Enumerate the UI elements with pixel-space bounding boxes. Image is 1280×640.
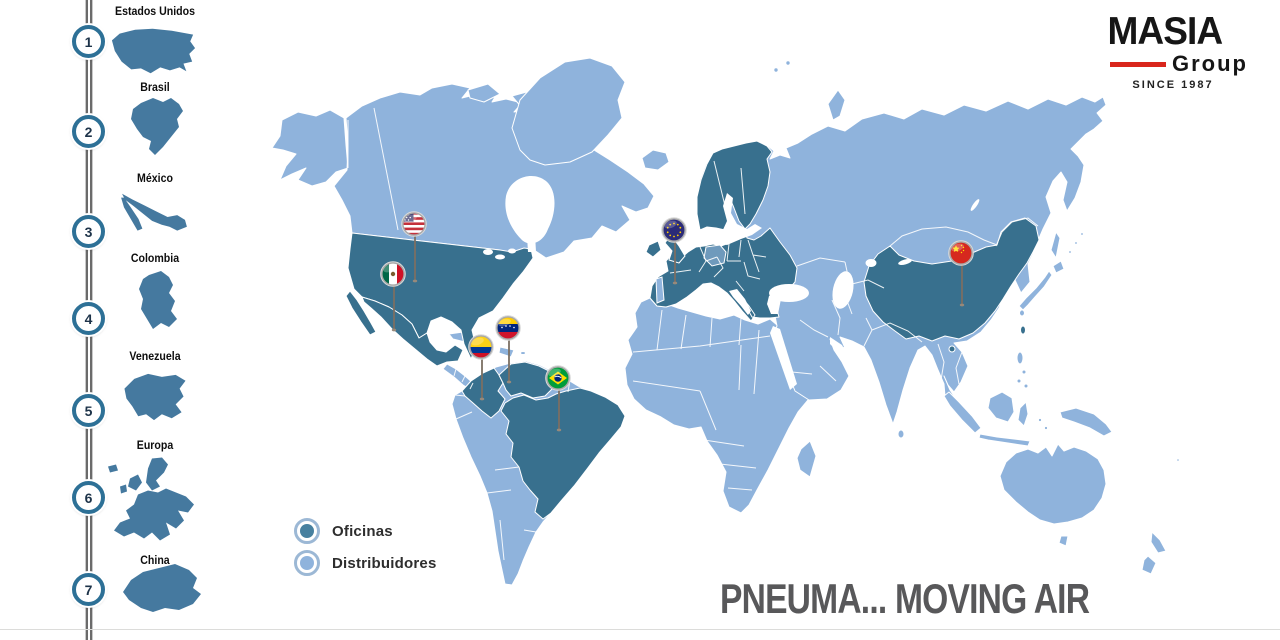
legend-label: Distribuidores (332, 554, 437, 572)
country-brazil-highlight (500, 387, 626, 520)
hudson-bay (505, 175, 555, 244)
mexico-flag-pin (380, 261, 406, 287)
step-number: 3 (84, 223, 93, 240)
continent-alaska (271, 109, 349, 187)
sidebar-label-china: China (140, 555, 170, 567)
country-mexico-highlight (361, 296, 464, 367)
china-flag-pin (948, 240, 974, 266)
europe-silhouette-icon (108, 457, 194, 541)
step-number: 6 (84, 489, 93, 506)
continent-africa (624, 296, 818, 514)
colombia-flag-pin (468, 334, 494, 360)
indonesia (943, 391, 982, 434)
china-silhouette-icon (123, 564, 201, 612)
continent-australia (999, 443, 1107, 525)
location-pins (380, 211, 974, 432)
logo-brand: MASIA (1107, 10, 1224, 53)
sidebar-label-europa: Europa (136, 440, 174, 452)
tagline: PNEUMA... MOVING AIR (720, 575, 1090, 622)
legend-label: Oficinas (332, 522, 393, 540)
region-europe-highlight (649, 227, 798, 322)
sidebar-label-colombia: Colombia (130, 253, 180, 265)
sidebar-label-estados-unidos: Estados Unidos (115, 6, 195, 18)
sidebar-step-4: 4 (72, 302, 105, 335)
step-number: 1 (84, 33, 93, 50)
country-venezuela-highlight (498, 361, 554, 399)
country-ireland-highlight (645, 240, 662, 258)
adriatic-sea (729, 289, 751, 315)
logo-group: Group (1172, 51, 1248, 76)
venezuela-silhouette-icon (124, 373, 186, 421)
legend-item-distribuidores: Distribuidores (294, 550, 436, 576)
mexico-silhouette-icon (121, 193, 187, 231)
pin-sticks (391, 233, 965, 432)
step-number: 4 (84, 310, 93, 327)
usa-flag-pin (401, 211, 427, 237)
sidebar-step-3: 3 (72, 215, 105, 248)
step-number: 2 (84, 123, 93, 140)
japan (1052, 260, 1065, 274)
country-colombia-highlight (461, 367, 506, 419)
office-marker-icon (294, 518, 320, 544)
sidebar-step-1: 1 (72, 25, 105, 58)
continent-greenland (511, 57, 626, 166)
sidebar-step-7: 7 (72, 573, 105, 606)
sidebar-label-mexico: México (137, 173, 173, 185)
logo-since: SINCE 1987 (1132, 79, 1214, 91)
caspian-sea (832, 271, 854, 309)
red-sea (770, 326, 797, 390)
distributor-marker-icon (294, 550, 320, 576)
venezuela-flag-pin (495, 315, 521, 341)
sidebar-step-2: 2 (72, 115, 105, 148)
black-sea (769, 284, 809, 302)
persian-gulf (830, 337, 848, 356)
sidebar-label-venezuela: Venezuela (129, 351, 181, 363)
sidebar-step-6: 6 (72, 481, 105, 514)
usa-silhouette-icon (111, 28, 196, 74)
brazil-silhouette-icon (131, 98, 183, 155)
sidebar-label-brasil: Brasil (140, 82, 170, 94)
brazil-flag-pin (545, 365, 571, 391)
country-borders (347, 107, 1039, 561)
country-china-highlight (863, 217, 1040, 342)
legend-item-oficinas: Oficinas (294, 518, 393, 544)
europe-flag-pin (661, 217, 687, 243)
logo-red-line (1110, 61, 1166, 67)
sidebar-step-5: 5 (72, 394, 105, 427)
colombia-silhouette-icon (139, 271, 177, 329)
step-number: 5 (84, 402, 93, 419)
masia-group-logo: MASIA Group SINCE 1987 (1098, 12, 1248, 91)
step-number: 7 (84, 581, 93, 598)
bottom-hairline (0, 629, 1280, 630)
